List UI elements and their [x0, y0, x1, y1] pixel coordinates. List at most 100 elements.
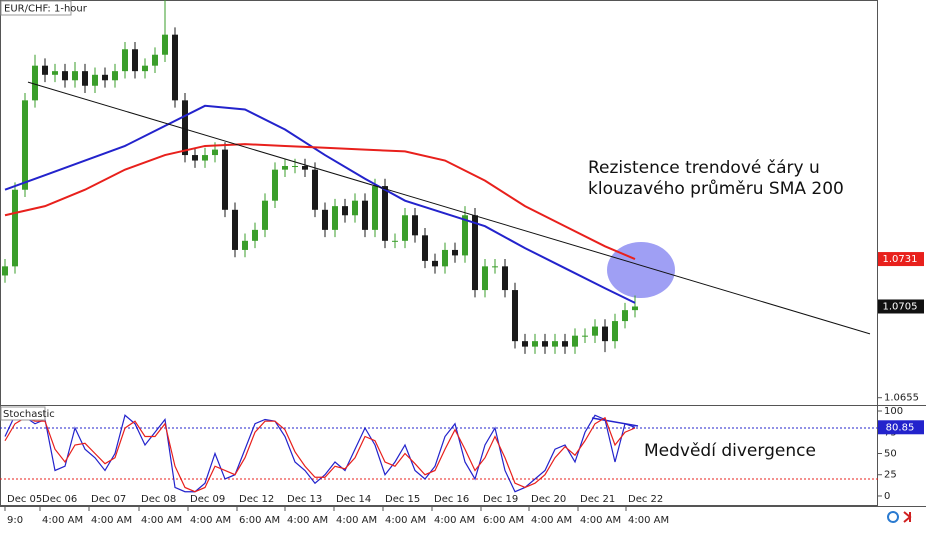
x-tick-label: Dec 19	[483, 494, 518, 505]
candle-body	[172, 34, 178, 101]
value-tag-label: 1.0731	[883, 254, 918, 265]
x-tick-label: Dec 06	[42, 494, 77, 505]
candle-body	[252, 229, 258, 241]
candle-body	[102, 74, 108, 81]
candle-body	[382, 186, 388, 241]
candle-body	[392, 240, 398, 242]
y-tick-label: 1.0655	[884, 393, 919, 404]
title-box	[0, 0, 72, 16]
x-tick-label: Dec 16	[434, 494, 469, 505]
y-tick-label: 100	[884, 406, 903, 417]
x-tick-time: 4:00 AM	[91, 515, 132, 526]
candle-body	[272, 169, 278, 201]
sma-line	[4, 143, 636, 260]
candle-body	[292, 166, 298, 168]
x-tick-label: Dec 14	[336, 494, 371, 505]
value-tag-label: 1.0705	[883, 301, 918, 312]
candle-body	[42, 65, 48, 75]
candle-body	[2, 266, 8, 276]
candle-body	[532, 341, 538, 347]
x-tick-label: Dec 08	[141, 494, 176, 505]
x-tick-time: 9:0	[7, 515, 23, 526]
candle-body	[472, 215, 478, 291]
x-tick-time: 4:00 AM	[385, 515, 426, 526]
candle-body	[432, 260, 438, 267]
x-tick-label: Dec 22	[628, 494, 663, 505]
stoch-line	[4, 414, 636, 493]
x-tick-label: Dec 21	[580, 494, 615, 505]
candle-body	[512, 290, 518, 342]
x-tick-time: 4:00 AM	[190, 515, 231, 526]
candle-body	[192, 155, 198, 161]
candle-body	[82, 71, 88, 86]
candle-body	[622, 310, 628, 322]
candle-body	[462, 215, 468, 256]
candle-body	[232, 209, 238, 250]
x-tick-time: 4:00 AM	[531, 515, 572, 526]
candle-body	[262, 200, 268, 230]
candle-body	[422, 235, 428, 261]
candle-body	[602, 326, 608, 342]
candle-body	[372, 186, 378, 230]
trendline	[27, 81, 871, 335]
x-tick-label: Dec 20	[531, 494, 566, 505]
candle-body	[112, 71, 118, 81]
candle-body	[562, 341, 568, 347]
x-tick-label: Dec 05	[7, 494, 42, 505]
candle-body	[132, 49, 138, 72]
highlight-ellipse	[607, 242, 675, 298]
candle-body	[552, 341, 558, 347]
divergence-line	[591, 417, 639, 427]
icon[interactable]	[903, 511, 912, 523]
candle-body	[242, 240, 248, 250]
candle-body	[322, 209, 328, 230]
candle-body	[412, 215, 418, 236]
candle-body	[162, 34, 168, 55]
value-tag	[878, 420, 924, 435]
stoch-line	[4, 416, 636, 493]
value-tag	[878, 252, 924, 267]
panel-title-box	[0, 406, 46, 421]
value-tag	[878, 299, 924, 314]
x-tick-time: 6:00 AM	[239, 515, 280, 526]
x-tick-time: 6:00 AM	[483, 515, 524, 526]
candle-body	[22, 100, 28, 190]
x-tick-label: Dec 15	[385, 494, 420, 505]
candle-body	[612, 321, 618, 342]
candle-body	[92, 74, 98, 86]
x-tick-time: 4:00 AM	[336, 515, 377, 526]
x-tick-label: Dec 09	[190, 494, 225, 505]
annotation: Rezistence trendové čáry u	[588, 158, 820, 178]
x-tick-time: 4:00 AM	[141, 515, 182, 526]
x-tick-time: 4:00 AM	[580, 515, 621, 526]
x-tick-time: 4:00 AM	[287, 515, 328, 526]
candle-body	[452, 249, 458, 256]
candle-body	[222, 149, 228, 210]
candle-body	[282, 166, 288, 170]
x-tick-label: Dec 12	[239, 494, 274, 505]
candle-body	[542, 341, 548, 347]
annotation: Medvědí divergence	[644, 441, 816, 461]
candle-body	[502, 266, 508, 291]
candle-body	[362, 200, 368, 230]
candle-body	[592, 326, 598, 336]
plot-frame	[0, 0, 878, 506]
candle-body	[442, 249, 448, 267]
chart-title: EUR/CHF: 1-hour	[4, 4, 88, 15]
x-tick-time: 4:00 AM	[434, 515, 475, 526]
y-tick-label: 25	[884, 470, 897, 481]
candle-body	[492, 266, 498, 268]
x-tick-label: Dec 07	[91, 494, 126, 505]
annotation: klouzavého průměru SMA 200	[588, 179, 844, 199]
candle-body	[122, 49, 128, 72]
x-tick-label: Dec 13	[287, 494, 322, 505]
chart-layer	[0, 0, 878, 493]
value-tag-label: 80.85	[886, 422, 915, 433]
candle-body	[212, 149, 218, 156]
icon[interactable]	[887, 511, 899, 523]
candle-body	[582, 335, 588, 337]
candle-body	[402, 215, 408, 241]
candle-body	[62, 71, 68, 81]
candle-body	[72, 71, 78, 81]
candle-body	[482, 266, 488, 291]
